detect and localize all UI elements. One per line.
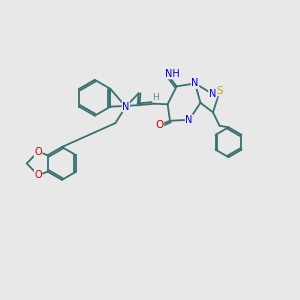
- Text: N: N: [185, 115, 193, 125]
- Text: H: H: [153, 93, 159, 102]
- Text: N: N: [122, 102, 130, 112]
- Text: S: S: [217, 86, 223, 96]
- Text: N: N: [191, 78, 199, 88]
- Text: O: O: [34, 147, 42, 157]
- Text: O: O: [34, 170, 42, 180]
- Text: N: N: [209, 89, 216, 99]
- Text: NH: NH: [165, 69, 179, 79]
- Text: O: O: [155, 120, 164, 130]
